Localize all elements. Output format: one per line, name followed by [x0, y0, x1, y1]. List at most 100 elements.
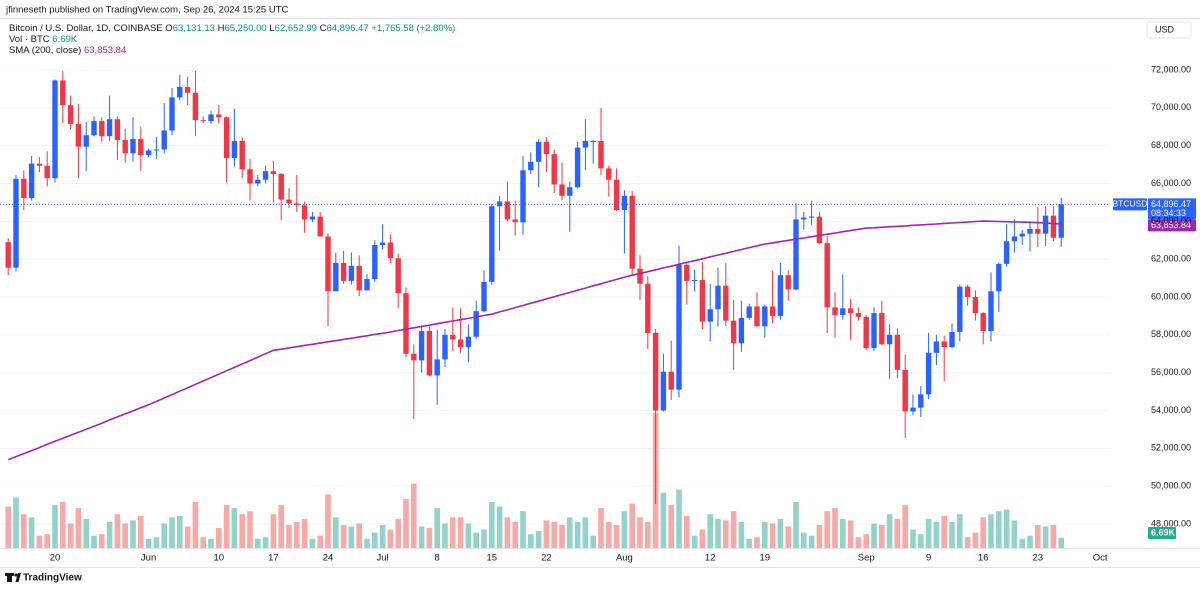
candle-body: [785, 275, 791, 290]
volume-bar: [418, 526, 425, 548]
y-tick-label: 62,000.00: [1151, 254, 1191, 264]
volume-bar: [309, 538, 316, 548]
volume-bar: [972, 532, 979, 548]
volume-bar: [746, 538, 752, 548]
volume-bar: [582, 517, 589, 548]
sma-tag: [1148, 219, 1196, 232]
candle-body: [988, 291, 994, 332]
volume-bar: [808, 535, 815, 548]
candle-body: [75, 123, 82, 147]
volume-bar: [67, 523, 74, 548]
ohlc-label: H: [218, 23, 225, 34]
y-tick-label: 58,000.00: [1151, 329, 1191, 339]
candle-body: [418, 331, 425, 361]
candle-body: [816, 216, 823, 244]
candle-body: [684, 264, 690, 281]
volume-bar: [957, 514, 963, 548]
candle-body: [255, 179, 261, 184]
x-tick-label: 24: [323, 553, 334, 564]
candle-body: [286, 199, 292, 204]
x-tick-label: Jun: [141, 553, 156, 564]
candle-body: [161, 130, 167, 150]
volume-bar: [543, 520, 550, 548]
symbol-tag: [1113, 198, 1147, 211]
candle-body: [551, 154, 557, 185]
candle-body: [964, 286, 971, 297]
candle-body: [239, 140, 245, 170]
logo-mark: [14, 573, 18, 577]
volume-bar: [777, 518, 784, 548]
y-tick-label: 50,000.00: [1151, 481, 1191, 491]
candle-body: [832, 307, 838, 315]
volume-bar: [528, 534, 534, 548]
volume-bar: [294, 521, 300, 548]
y-tick-label: 66,000.00: [1151, 178, 1191, 188]
candle-body: [582, 140, 589, 148]
candle-body: [980, 313, 986, 332]
price-tag: [1148, 198, 1196, 220]
candle-body: [83, 135, 89, 147]
ohlc-label: O: [165, 23, 172, 34]
candle-body: [91, 121, 97, 136]
candle-body: [512, 219, 518, 223]
x-tick-label: 12: [705, 553, 716, 564]
volume-bar: [177, 515, 183, 548]
candle-body: [395, 258, 401, 294]
volume-bar: [699, 529, 706, 548]
volume-bar: [504, 517, 511, 548]
x-tick-label: 9: [926, 553, 931, 564]
volume-bar: [262, 537, 269, 548]
candle-body: [52, 80, 58, 179]
y-tick-label: 56,000.00: [1151, 367, 1191, 377]
legend-sma: SMA (200, close) 63,853.84: [9, 45, 126, 56]
volume-last: 6.69K: [52, 34, 77, 45]
candle-body: [247, 169, 253, 184]
volume-bar: [606, 521, 612, 548]
candle-body: [574, 147, 581, 188]
candle-body: [504, 201, 511, 220]
volume-bar: [434, 508, 440, 548]
volume-bar: [13, 497, 19, 548]
volume-bar: [871, 523, 877, 548]
volume-bar: [520, 511, 526, 548]
volume-bar: [1050, 524, 1057, 548]
volume-bar: [832, 508, 838, 548]
x-tick-label: 10: [214, 553, 225, 564]
volume-bar: [730, 511, 737, 548]
currency-box[interactable]: [1146, 21, 1192, 39]
volume-bar: [684, 515, 690, 548]
x-tick-label: 20: [50, 553, 61, 564]
volume-bar: [621, 511, 628, 548]
candle-body: [996, 263, 1002, 292]
volume-bar: [629, 503, 635, 548]
volume-bar: [723, 520, 729, 548]
volume-bar: [239, 514, 245, 548]
y-tick-label: 60,000.00: [1151, 291, 1191, 301]
volume-bar: [910, 529, 916, 548]
candle-body: [426, 331, 433, 376]
volume-bar: [372, 532, 378, 548]
y-tick-label: 48,000.00: [1151, 518, 1191, 528]
candle-body: [699, 279, 706, 322]
volume-bar: [1035, 524, 1041, 548]
change: +1,765.58 (+2.80%): [371, 23, 455, 34]
currency[interactable]: USD: [1155, 24, 1175, 34]
candle-body: [13, 178, 19, 268]
candle-body: [652, 332, 659, 411]
volume-bar: [1011, 520, 1018, 548]
volume-bar: [28, 517, 35, 548]
candle-body: [598, 140, 604, 169]
candle-body: [606, 168, 612, 180]
volume-bar: [925, 518, 932, 548]
candle-body: [723, 285, 729, 321]
candle-body: [200, 120, 206, 122]
countdown-label: 08:34:33: [1151, 208, 1186, 218]
volume-bar: [83, 518, 89, 548]
volume-bar: [879, 524, 885, 548]
candle-body: [434, 359, 440, 376]
volume-bar: [574, 521, 581, 548]
volume-bar: [918, 534, 924, 548]
symbol-title: Bitcoin / U.S. Dollar, 1D, COINBASE: [9, 23, 163, 34]
candle-body: [871, 313, 877, 349]
y-tick-label: 68,000.00: [1151, 140, 1191, 150]
